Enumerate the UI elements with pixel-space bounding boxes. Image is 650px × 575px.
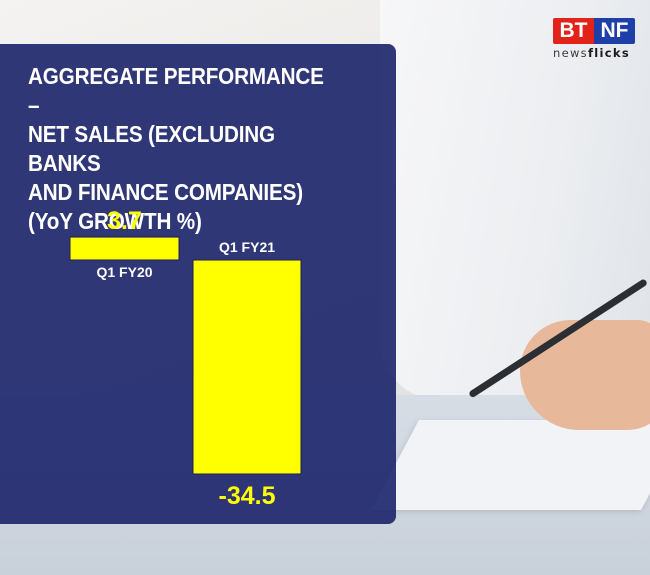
value-label: 3.7	[107, 207, 142, 235]
logo-mark: BT NF	[553, 18, 635, 44]
brand-logo: BT NF newsflicks	[553, 18, 635, 60]
value-label: -34.5	[219, 482, 276, 510]
logo-sub-bold: flicks	[587, 46, 630, 60]
bar-q1-fy20	[69, 236, 180, 261]
background-hand	[520, 320, 650, 430]
bar-q1-fy21	[192, 259, 302, 475]
logo-subtitle: newsflicks	[553, 46, 635, 60]
logo-mark-right: NF	[594, 18, 635, 44]
category-label: Q1 FY21	[219, 239, 275, 255]
category-label: Q1 FY20	[96, 264, 152, 280]
logo-mark-left: BT	[553, 18, 594, 44]
logo-sub-light: news	[553, 46, 588, 60]
chart-title: AGGREGATE PERFORMANCE – NET SALES (EXCLU…	[28, 63, 324, 234]
